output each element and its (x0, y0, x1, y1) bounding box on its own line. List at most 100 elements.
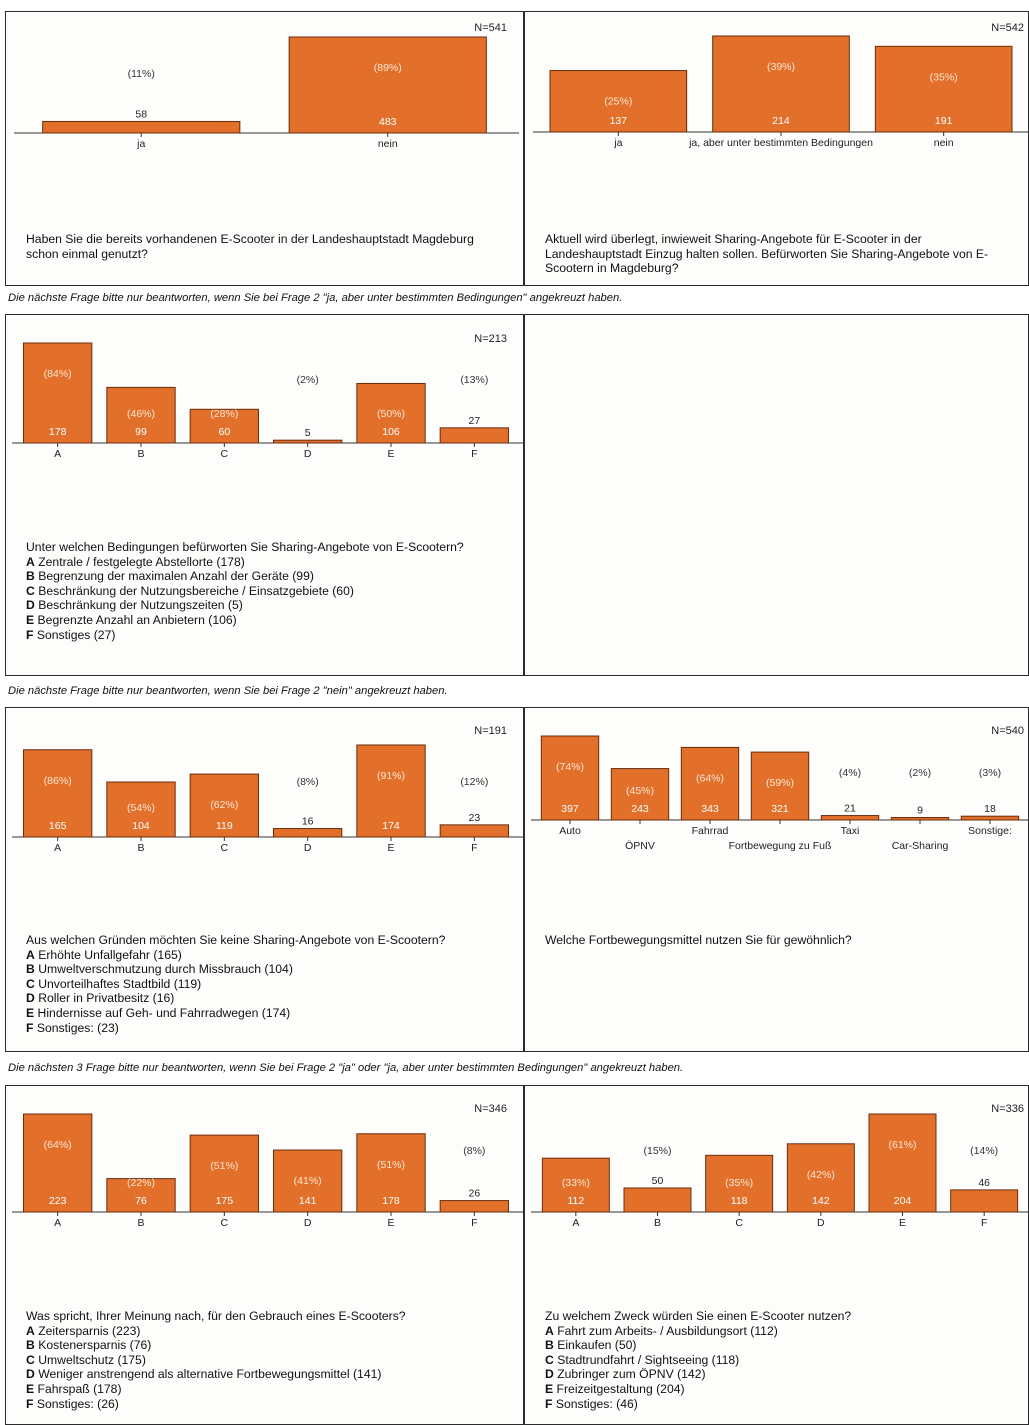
value-label: 50 (652, 1175, 664, 1187)
percent-label: (3%) (979, 767, 1001, 779)
bar (786, 1143, 855, 1213)
category-label: B (654, 1217, 661, 1229)
category-label: B (137, 448, 144, 460)
value-label: 343 (701, 803, 719, 815)
answer-option: C Beschränkung der Nutzungsbereiche / Ei… (26, 583, 354, 598)
category-label: D (304, 448, 312, 460)
percent-label: (13%) (460, 374, 488, 386)
answer-option: A Fahrt zum Arbeits- / Ausbildungsort (1… (545, 1323, 778, 1338)
percent-label: (59%) (766, 777, 794, 789)
sample-size-label: N=346 (474, 1103, 507, 1115)
answer-option: A Erhöhte Unfallgefahr (165) (26, 947, 182, 962)
percent-label: (42%) (807, 1169, 835, 1181)
percent-label: (91%) (377, 770, 405, 782)
answer-option: F Sonstiges: (26) (26, 1396, 119, 1411)
percent-label: (28%) (210, 408, 238, 420)
bar (439, 427, 509, 444)
value-label: 165 (49, 820, 67, 832)
value-label: 191 (935, 115, 953, 127)
bar (356, 1133, 426, 1213)
bar (680, 746, 740, 821)
question-title: Was spricht, Ihrer Meinung nach, für den… (26, 1309, 406, 1323)
percent-label: (15%) (643, 1145, 671, 1157)
bar-chart: 165 (86%) A 104 (54%) B 119 (62%) C 16 (8%) D 174 (91… (12, 744, 524, 854)
chart-panel-usage-purpose: N=336 112 (33%) A 50 (15%) B 118 (35%) C 142 (42%)… (524, 1085, 1029, 1425)
category-label: Fortbewegung zu Fuß (729, 840, 832, 852)
percent-label: (50%) (377, 408, 405, 420)
bar (106, 1178, 176, 1213)
instruction-note-2: Die nächste Frage bitte nur beantworten,… (8, 685, 448, 697)
answer-option: C Stadtrundfahrt / Sightseeing (118) (545, 1352, 740, 1367)
percent-label: (2%) (909, 767, 931, 779)
question-text: Unter welchen Bedingungen befürworten Si… (26, 540, 509, 642)
percent-label: (12%) (460, 776, 488, 788)
category-label: A (54, 842, 61, 854)
bar-chart: 397 (74%) Auto 243 (45%) ÖPNV 343 (64%) Fahrrad 3… (531, 735, 1029, 852)
category-label: E (387, 448, 394, 460)
percent-label: (64%) (696, 772, 724, 784)
value-label: 106 (382, 426, 400, 438)
bar (106, 781, 176, 838)
bar (549, 70, 688, 133)
answer-option: B Einkaufen (50) (545, 1338, 637, 1353)
category-label: D (304, 842, 312, 854)
bar (106, 386, 176, 444)
bar (273, 828, 343, 838)
value-label: 204 (894, 1195, 912, 1207)
percent-label: (41%) (294, 1175, 322, 1187)
category-label: A (54, 1217, 61, 1229)
value-label: 483 (379, 116, 397, 128)
bar (23, 749, 93, 838)
answer-option: D Beschränkung der Nutzungszeiten (5) (26, 598, 243, 613)
instruction-note-1: Die nächste Frage bitte nur beantworten,… (8, 292, 623, 304)
category-label: E (899, 1217, 906, 1229)
value-label: 104 (132, 820, 150, 832)
bar-chart: 137 (25%) ja 214 (39%) ja, aber unter bestimm… (533, 35, 1029, 149)
percent-label: (84%) (44, 368, 72, 380)
answer-option: D Roller in Privatbesitz (16) (26, 991, 175, 1006)
question-text: Aktuell wird überlegt, inwieweit Sharing… (545, 232, 1014, 276)
answer-option: C Unvorteilhaftes Stadtbild (119) (26, 976, 202, 991)
value-label: 137 (610, 115, 628, 127)
bar (189, 1134, 260, 1213)
bar (42, 120, 241, 134)
answer-option: B Umweltverschmutzung durch Missbrauch (… (26, 962, 293, 977)
answer-option: F Sonstiges: (46) (545, 1396, 638, 1411)
value-label: 119 (216, 820, 233, 832)
category-label: nein (378, 138, 398, 150)
value-label: 27 (468, 415, 480, 427)
bar (23, 342, 93, 444)
chart-panel-sharing-conditions: N=213 178 (84%) A 99 (46%) B 60 (28%) C 5 (2%) D 106… (5, 314, 524, 676)
value-label: 243 (631, 803, 649, 815)
answer-option-list: A Zentrale / festgelegte Abstellorte (17… (26, 555, 509, 643)
category-label: ja (613, 137, 622, 149)
percent-label: (8%) (297, 776, 319, 788)
chart-panel-usage-benefits: N=346 223 (64%) A 76 (22%) B 175 (51%) C 141 (41%)… (5, 1085, 524, 1425)
question-title: Haben Sie die bereits vorhandenen E-Scoo… (26, 232, 474, 261)
category-label: A (572, 1217, 579, 1229)
bar-chart: 178 (84%) A 99 (46%) B 60 (28%) C 5 (2%) D 106 (50%) E… (12, 342, 524, 460)
question-title: Aktuell wird überlegt, inwieweit Sharing… (545, 232, 989, 276)
bar (356, 744, 426, 838)
question-title: Zu welchem Zweck würden Sie einen E-Scoo… (545, 1309, 852, 1323)
percent-label: (74%) (556, 761, 584, 773)
bar (712, 35, 850, 133)
value-label: 223 (49, 1195, 67, 1207)
category-label: D (304, 1217, 312, 1229)
value-label: 214 (772, 115, 790, 127)
bar (890, 817, 950, 821)
answer-option: E Fahrspaß (178) (26, 1381, 122, 1396)
percent-label: (35%) (930, 71, 958, 83)
value-label: 9 (917, 805, 923, 817)
bar (623, 1187, 692, 1213)
question-title: Welche Fortbewegungsmittel nutzen Sie fü… (545, 933, 852, 947)
bar-chart: 112 (33%) A 50 (15%) B 118 (35%) C 142 (42%) D 204 (6… (531, 1113, 1029, 1229)
bar (750, 751, 810, 821)
percent-label: (64%) (44, 1139, 72, 1151)
percent-label: (25%) (604, 96, 632, 108)
category-label: F (471, 1217, 477, 1229)
category-label: B (137, 1217, 144, 1229)
sample-size-label: N=336 (991, 1103, 1024, 1115)
chart-panel-sharing-approval: N=542 137 (25%) ja 214 (39%) ja, aber unter b… (524, 11, 1029, 286)
question-text: Haben Sie die bereits vorhandenen E-Scoo… (26, 232, 509, 261)
